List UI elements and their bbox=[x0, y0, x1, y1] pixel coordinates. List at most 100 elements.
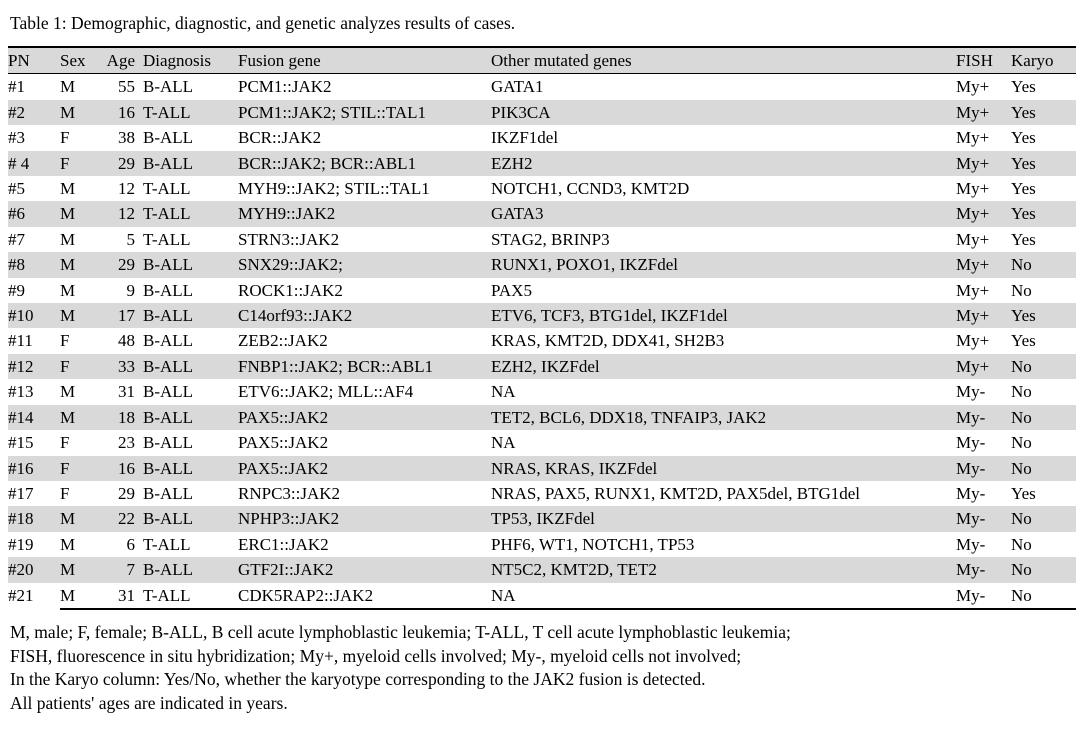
table-cell: 29 bbox=[118, 255, 135, 275]
table-cell: My+ bbox=[956, 331, 990, 351]
table-cell: My+ bbox=[956, 179, 990, 199]
table-cell: BCR::JAK2; BCR::ABL1 bbox=[238, 153, 417, 173]
table-cell: 31 bbox=[118, 382, 135, 402]
table-cell: #3 bbox=[8, 128, 25, 148]
table-cell: B-ALL bbox=[143, 153, 194, 173]
table-row: #7 M 5 T-ALL STRN3::JAK2 STAG2, BRINP3 My+ Yes bbox=[8, 227, 1076, 252]
table-cell: 16 bbox=[118, 458, 135, 478]
table-row: #16 F 16 B-ALL PAX5::JAK2 NRAS, KRAS, IKZFdel… bbox=[8, 455, 1076, 481]
table-cell: CDK5RAP2::JAK2 bbox=[238, 582, 491, 610]
table-cell: SNX29::JAK2; bbox=[238, 255, 343, 275]
table-cell: Yes bbox=[1011, 179, 1036, 199]
table-cell: My+ bbox=[956, 255, 990, 275]
table-cell: PAX5 bbox=[491, 280, 532, 300]
table-cell: M bbox=[60, 560, 76, 580]
column-header-fish: FISH bbox=[956, 51, 993, 70]
table-row: #21 M 31 T-ALL CDK5RAP2::JAK2 NA My- No bbox=[8, 582, 1076, 610]
table-cell: B-ALL bbox=[143, 433, 194, 453]
table-cell: #21 bbox=[8, 586, 34, 606]
results-table: PN Sex Age Diagnosis Fusion gene Other mutate… bbox=[8, 46, 1076, 610]
table-cell: F bbox=[60, 356, 70, 376]
table-row: #17 F 29 B-ALL RNPC3::JAK2 NRAS, PAX5, RUNX1,… bbox=[8, 481, 1076, 506]
table-cell: BCR::JAK2 bbox=[238, 128, 322, 148]
table-cell: My+ bbox=[956, 153, 990, 173]
table-cell: No bbox=[1011, 534, 1032, 554]
table-cell: TP53, IKZFdel bbox=[491, 509, 595, 529]
table-row: #13 M 31 B-ALL ETV6::JAK2; MLL::AF4 NA My- No bbox=[8, 379, 1076, 404]
table-cell: PAX5::JAK2 bbox=[238, 433, 329, 453]
table-cell: My+ bbox=[956, 356, 990, 376]
table-cell: STRN3::JAK2 bbox=[238, 229, 340, 249]
table-cell: T-ALL bbox=[143, 534, 191, 554]
table-cell: F bbox=[60, 153, 70, 173]
table-cell: No bbox=[1011, 560, 1032, 580]
table-cell: M bbox=[60, 179, 76, 199]
table-cell: NOTCH1, CCND3, KMT2D bbox=[491, 179, 690, 199]
table-cell: My+ bbox=[956, 229, 990, 249]
footnote-line: M, male; F, female; B-ALL, B cell acute … bbox=[10, 621, 791, 642]
table-row: #19 M 6 T-ALL ERC1::JAK2 PHF6, WT1, NOTCH1, T… bbox=[8, 532, 1076, 557]
column-header-sex: Sex bbox=[60, 51, 86, 70]
table-cell: #13 bbox=[8, 382, 34, 402]
column-header-karyo: Karyo bbox=[1011, 51, 1054, 70]
table-cell: M bbox=[60, 509, 76, 529]
footnote-line: All patients' ages are indicated in year… bbox=[10, 692, 288, 713]
table-cell: No bbox=[1011, 509, 1032, 529]
table-cell: PAX5::JAK2 bbox=[238, 458, 329, 478]
column-header-pn: PN bbox=[8, 51, 30, 70]
table-cell: No bbox=[1011, 356, 1032, 376]
table-row: #15 F 23 B-ALL PAX5::JAK2 NA My- No bbox=[8, 430, 1076, 455]
table-cell: T-ALL bbox=[143, 229, 191, 249]
table-row: #5 M 12 T-ALL MYH9::JAK2; STIL::TAL1 NOTCH1, … bbox=[8, 176, 1076, 201]
table-cell: No bbox=[1011, 280, 1032, 300]
table-cell: Yes bbox=[1011, 204, 1036, 224]
table-cell: M bbox=[60, 582, 103, 610]
table-cell: #5 bbox=[8, 179, 25, 199]
table-cell: My- bbox=[956, 407, 986, 427]
table-cell: 29 bbox=[118, 153, 135, 173]
table-cell: #10 bbox=[8, 306, 34, 326]
table-cell: My- bbox=[956, 458, 986, 478]
table-cell: PAX5::JAK2 bbox=[238, 407, 329, 427]
table-cell: FNBP1::JAK2; BCR::ABL1 bbox=[238, 356, 434, 376]
table-cell: 33 bbox=[118, 356, 135, 376]
table-cell: GATA3 bbox=[491, 204, 544, 224]
table-cell: 6 bbox=[126, 534, 136, 554]
table-cell: My+ bbox=[956, 128, 990, 148]
column-header-other-mutated-genes: Other mutated genes bbox=[491, 51, 632, 70]
table-cell: NA bbox=[491, 582, 956, 610]
table-cell: PHF6, WT1, NOTCH1, TP53 bbox=[491, 534, 695, 554]
table-cell: My- bbox=[956, 534, 986, 554]
table-cell: M bbox=[60, 77, 76, 97]
table-cell: 55 bbox=[118, 77, 135, 97]
table-cell: 9 bbox=[126, 280, 136, 300]
table-cell: 12 bbox=[118, 179, 135, 199]
table-row: #6 M 12 T-ALL MYH9::JAK2 GATA3 My+ Yes bbox=[8, 201, 1076, 227]
table-cell: # 4 bbox=[8, 153, 30, 173]
table-cell: NA bbox=[491, 433, 516, 453]
table-cell: T-ALL bbox=[143, 204, 191, 224]
table-cell: F bbox=[60, 331, 70, 351]
table-cell: PCM1::JAK2; STIL::TAL1 bbox=[238, 102, 427, 122]
table-cell: B-ALL bbox=[143, 331, 194, 351]
table-cell: RNPC3::JAK2 bbox=[238, 483, 341, 503]
table-cell: B-ALL bbox=[143, 560, 194, 580]
table-cell: My- bbox=[956, 433, 986, 453]
table-cell: No bbox=[1011, 382, 1032, 402]
table-row: #20 M 7 B-ALL GTF2I::JAK2 NT5C2, KMT2D, TET2 M… bbox=[8, 557, 1076, 583]
table-cell: M bbox=[60, 255, 76, 275]
table-cell: #2 bbox=[8, 102, 25, 122]
table-cell: #20 bbox=[8, 560, 34, 580]
table-cell: #19 bbox=[8, 534, 34, 554]
table-cell: B-ALL bbox=[143, 458, 194, 478]
table-cell: #15 bbox=[8, 433, 34, 453]
table-cell: B-ALL bbox=[143, 306, 194, 326]
footnote-line: In the Karyo column: Yes/No, whether the… bbox=[10, 669, 706, 690]
table-cell: My- bbox=[956, 382, 986, 402]
table-cell: B-ALL bbox=[143, 407, 194, 427]
table-cell: 5 bbox=[126, 229, 136, 249]
table-cell: B-ALL bbox=[143, 382, 194, 402]
table-body: #1 M 55 B-ALL PCM1::JAK2 GATA1 My+ Yes #2 M 16 T-AL… bbox=[8, 74, 1076, 610]
table-cell: No bbox=[1011, 407, 1032, 427]
